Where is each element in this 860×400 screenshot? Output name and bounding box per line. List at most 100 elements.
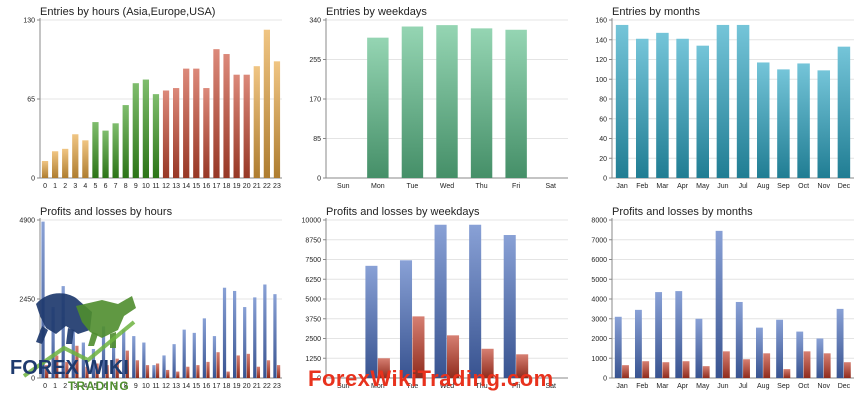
bar [797,63,810,179]
x-tick-label: Tue [407,183,419,190]
x-tick-label: 23 [273,383,281,390]
x-tick-label: Sat [545,183,556,190]
y-tick-label: 7000 [591,237,607,244]
bar [803,351,811,378]
bar [743,359,750,378]
bar [101,326,106,378]
bar [112,123,119,178]
bar [817,70,830,178]
bar [656,32,669,179]
bar [176,371,180,378]
chart-profits-losses-by-months: Profits and losses by months 0 1000 2000 300… [574,200,860,400]
bar [186,366,190,378]
x-tick-label: Fri [512,383,521,390]
bar [152,94,160,178]
bar [213,49,220,178]
chart-svg: Profits and losses by months 0 1000 2000 300… [591,206,854,390]
logo-text-sub: TRADING [68,379,130,393]
x-tick-label: 0 [43,183,47,190]
bar [132,336,136,378]
bar [736,24,750,178]
y-tick-label: 85 [313,136,321,143]
bar [196,365,200,378]
x-tick-label: 7 [114,383,118,390]
bar [95,363,99,378]
bar [266,360,271,378]
bar [155,363,160,378]
bar [202,318,206,378]
bar [276,365,281,378]
x-tick-label: Mon [371,383,385,390]
x-tick-label: 10 [142,183,150,190]
bar [112,337,116,378]
x-tick-label: Sun [337,383,350,390]
bar [447,335,460,378]
x-tick-label: Apr [677,383,689,390]
bar [243,74,250,178]
y-tick-label: 10000 [302,218,322,225]
bar [412,316,425,378]
bar [91,348,96,378]
x-tick-label: Sep [777,383,790,390]
y-tick-label: 160 [595,18,607,25]
bar [52,151,59,178]
y-tick-label: 140 [595,37,607,44]
y-tick-label: 0 [603,176,607,183]
x-tick-label: 2 [63,383,67,390]
bar [695,318,703,378]
bar [212,336,217,378]
bar [735,301,743,378]
bar [183,68,190,178]
y-tick-label: 7500 [305,257,321,264]
x-tick-label: Nov [818,183,831,190]
bar [365,265,378,378]
y-tick-label: 8750 [305,237,321,244]
y-tick-label: 2000 [591,336,607,343]
chart-entries-by-weekdays: Entries by weekdays 0 85 170 255 340 Sun Mon Tue… [288,0,574,200]
bar [45,365,49,378]
bar [516,354,529,378]
x-tick-label: 15 [192,183,200,190]
x-tick-label: 16 [202,183,210,190]
x-tick-label: 18 [223,183,231,190]
bar [399,260,413,378]
bar [682,361,690,378]
y-tick-label: 2450 [19,297,35,304]
y-tick-label: 2500 [305,336,321,343]
bar [145,365,150,378]
site-watermark: ForexWikiTrading.com [308,366,554,391]
chart-title: Entries by weekdays [326,6,427,18]
x-tick-label: Tue [407,383,419,390]
bar [755,327,763,378]
x-tick-label: Nov [818,383,831,390]
y-tick-label: 1000 [591,356,607,363]
bar [836,308,844,379]
x-tick-label: 1 [53,183,57,190]
x-tick-label: 20 [243,183,251,190]
y-tick-label: 0 [31,376,35,383]
x-tick-label: 11 [152,383,159,390]
bar [776,319,784,378]
bar [135,360,140,378]
x-tick-label: Jul [739,183,748,190]
bar [622,365,629,378]
bar [51,307,55,378]
x-tick-label: 22 [263,383,271,390]
bar [172,344,176,378]
x-tick-label: Sep [777,183,790,190]
bar [675,291,683,378]
bear-icon [36,293,92,344]
bar [273,294,277,378]
bar [85,366,89,378]
x-tick-label: 16 [202,383,210,390]
forexwiki-logo: FOREX WIKI TRADING [10,293,136,393]
bar [233,74,240,178]
bar [655,292,663,378]
x-tick-label: 0 [43,383,47,390]
bar [696,45,709,178]
x-tick-label: 20 [243,383,251,390]
bar [662,362,670,378]
x-tick-label: 13 [172,183,180,190]
x-tick-label: Sun [337,183,350,190]
bar [122,329,126,378]
